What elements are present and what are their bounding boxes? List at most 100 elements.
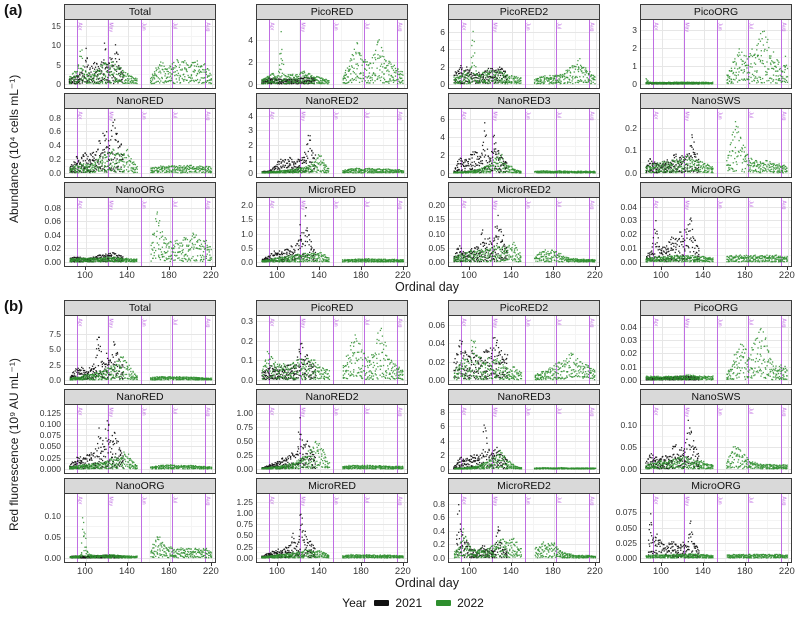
y-tick-label: 15 — [51, 21, 61, 32]
facet-title: PicoRED2 — [448, 4, 600, 19]
scatter-canvas — [449, 20, 599, 88]
x-tick-mark — [786, 563, 788, 566]
x-tick-mark — [210, 563, 212, 566]
x-axis: 100 140 180 220 — [64, 267, 219, 281]
plot-panel — [64, 315, 216, 385]
panel-a-tag: (a) — [4, 2, 23, 19]
y-tick-label: 3 — [248, 125, 253, 136]
x-tick-mark — [744, 267, 746, 270]
x-tick-label: 140 — [310, 566, 327, 577]
y-tick-label: 2 — [440, 150, 445, 161]
x-axis: 100 140 180 220 — [256, 563, 411, 577]
panel-a-grid-wrap: Total 0 5 10 15 PicoRED 0 2 4 PicoRED2 0 2 4 6 PicoORG… — [24, 4, 800, 294]
x-tick-mark — [660, 563, 662, 566]
y-tick-label: 0.0 — [625, 168, 637, 178]
y-tick-label: 8 — [440, 407, 445, 418]
facet-title: NanoRED — [64, 93, 216, 108]
y-tick-label: 0.2 — [433, 539, 445, 550]
scatter-canvas — [641, 20, 791, 88]
y-tick-label: 0.75 — [236, 421, 253, 432]
y-tick-label: 0.00 — [428, 375, 445, 385]
facet-title: MicroRED — [256, 182, 408, 197]
y-tick-label: 0.0 — [241, 257, 253, 267]
y-tick-label: 2 — [632, 43, 637, 54]
x-tick-label: 140 — [118, 270, 135, 281]
plot-panel — [64, 493, 216, 563]
y-tick-label: 1.5 — [241, 214, 253, 225]
facet-microred: MicroRED 0.0 0.5 1.0 1.5 2.0 100 140 180 220 — [216, 182, 411, 281]
y-tick-label: 2 — [440, 449, 445, 460]
facet-title: PicoORG — [640, 300, 792, 315]
y-axis: 0.000 0.025 0.050 0.075 — [600, 493, 640, 563]
x-tick-label: 100 — [653, 566, 669, 577]
y-tick-label: 5.0 — [49, 344, 61, 355]
y-tick-label: 0.50 — [236, 530, 253, 541]
scatter-canvas — [449, 316, 599, 384]
legend: Year 2021 2022 — [34, 596, 800, 610]
facet-title: NanoRED2 — [256, 389, 408, 404]
scatter-canvas — [257, 20, 407, 88]
y-axis: 0.000 0.025 0.050 0.075 0.100 0.125 — [24, 404, 64, 474]
y-tick-label: 0.25 — [236, 449, 253, 460]
facet-title: NanoSWS — [640, 389, 792, 404]
plot-panel — [640, 19, 792, 89]
plot-panel — [256, 108, 408, 178]
y-tick-label: 0 — [440, 464, 445, 474]
y-tick-label: 2.5 — [49, 359, 61, 370]
x-tick-mark — [360, 563, 362, 566]
scatter-canvas — [65, 20, 215, 88]
scatter-canvas — [65, 198, 215, 266]
plot-panel — [640, 315, 792, 385]
panel-a-x-axis-title: Ordinal day — [395, 280, 459, 294]
x-tick-mark — [276, 563, 278, 566]
y-tick-label: 0 — [440, 168, 445, 178]
y-tick-label: 0.04 — [620, 201, 637, 212]
plot-panel — [640, 108, 792, 178]
y-tick-label: 4 — [440, 44, 445, 55]
y-tick-label: 10 — [51, 40, 61, 51]
y-tick-label: 0.03 — [620, 335, 637, 346]
y-axis: 0.00 0.02 0.04 0.06 — [408, 315, 448, 385]
y-tick-label: 0.02 — [44, 243, 61, 254]
scatter-canvas — [257, 109, 407, 177]
y-tick-label: 0.06 — [44, 216, 61, 227]
y-tick-label: 4 — [440, 132, 445, 143]
x-tick-label: 100 — [269, 270, 285, 281]
scatter-canvas — [449, 198, 599, 266]
y-tick-label: 0.1 — [241, 355, 253, 366]
x-tick-mark — [468, 563, 470, 566]
y-tick-label: 0.10 — [428, 228, 445, 239]
legend-swatch-2022 — [436, 600, 452, 606]
y-tick-label: 0.25 — [236, 541, 253, 552]
facet-picored2: PicoRED2 0.00 0.02 0.04 0.06 — [408, 300, 600, 385]
x-tick-label: 140 — [502, 270, 519, 281]
x-tick-mark — [402, 563, 404, 566]
y-tick-label: 6 — [440, 421, 445, 432]
y-tick-label: 0 — [56, 79, 61, 89]
y-tick-label: 0.1 — [625, 145, 637, 156]
y-tick-label: 0.000 — [39, 464, 61, 474]
y-tick-label: 0.075 — [615, 507, 637, 518]
x-tick-mark — [84, 563, 86, 566]
x-tick-mark — [552, 563, 554, 566]
y-tick-label: 7.5 — [49, 328, 61, 339]
panel-b: (b) Red fluorescence (10⁹ AU mL⁻¹) Total… — [4, 298, 800, 590]
panel-a-y-axis-title: Abundance (10⁴ cells mL⁻¹) — [7, 74, 21, 224]
plot-panel — [256, 404, 408, 474]
facet-title: Total — [64, 4, 216, 19]
y-tick-label: 0.01 — [620, 243, 637, 254]
y-tick-label: 0.4 — [49, 140, 61, 151]
facet-microred2: MicroRED2 0.00 0.05 0.10 0.15 0.20 100 140 180 22… — [408, 182, 603, 281]
y-tick-label: 0.00 — [620, 375, 637, 385]
panel-b-facet-grid: Total 0.0 2.5 5.0 7.5 PicoRED 0.0 0.1 0.2 0.3 Pico… — [24, 300, 800, 577]
x-tick-label: 100 — [77, 566, 93, 577]
plot-panel — [256, 19, 408, 89]
facet-title: PicoRED — [256, 300, 408, 315]
facet-title: NanoRED3 — [448, 389, 600, 404]
y-tick-label: 0.00 — [236, 553, 253, 563]
facet-nanosws: NanoSWS 0.0 0.1 0.2 — [600, 93, 792, 178]
y-tick-label: 4 — [440, 435, 445, 446]
x-tick-mark — [702, 563, 704, 566]
facet-microorg: MicroORG 0.00 0.01 0.02 0.03 0.04 100 140 180 220 — [600, 182, 795, 281]
x-tick-label: 220 — [394, 270, 411, 281]
